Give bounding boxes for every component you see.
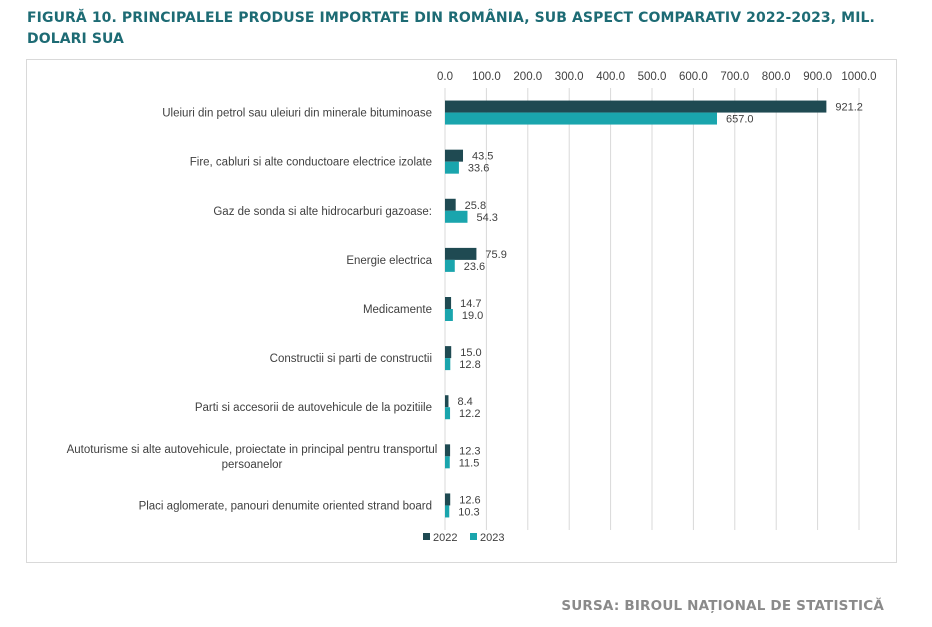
category-label: Constructii si parti de constructii (270, 353, 432, 365)
data-label-2022: 12.3 (459, 445, 480, 457)
category-label: Placi aglomerate, panouri denumite orien… (139, 500, 432, 512)
x-tick-label: 900.0 (803, 71, 832, 83)
x-tick-label: 700.0 (720, 71, 749, 83)
bar-2023 (445, 407, 451, 420)
bar-2022 (445, 395, 449, 408)
data-label-2023: 12.2 (459, 408, 480, 420)
category-label: persoanelor (222, 459, 283, 471)
x-tick-label: 300.0 (555, 71, 584, 83)
bar-2023 (445, 112, 717, 125)
x-tick-label: 1000.0 (841, 71, 876, 83)
data-label-2022: 921.2 (835, 102, 863, 114)
data-label-2022: 8.4 (457, 396, 472, 408)
x-tick-label: 200.0 (513, 71, 542, 83)
x-tick-label: 100.0 (472, 71, 501, 83)
bar-2022 (445, 149, 464, 162)
data-label-2022: 43.5 (472, 151, 493, 163)
data-label-2023: 657.0 (726, 114, 754, 126)
data-label-2023: 54.3 (476, 212, 497, 224)
chart-container: 0.0 100.0 200.0 300.0 400.0 500.0 600.0 700.0 80… (26, 59, 897, 563)
data-label-2023: 23.6 (464, 261, 485, 273)
legend-swatch-2023 (470, 533, 477, 540)
figure-title: FIGURĂ 10. PRINCIPALELE PRODUSE IMPORTAT… (27, 10, 875, 47)
data-label-2023: 19.0 (462, 310, 483, 322)
x-tick-label: 400.0 (596, 71, 625, 83)
data-label-2023: 33.6 (468, 163, 489, 175)
legend-label-2023: 2023 (480, 532, 504, 544)
category-label: Parti si accesorii de autovehicule de la… (195, 402, 432, 414)
bar-2022 (445, 198, 456, 211)
bar-2022 (445, 444, 451, 457)
bar-2022 (445, 100, 827, 113)
data-label-2022: 14.7 (460, 298, 481, 310)
x-tick-label: 500.0 (638, 71, 667, 83)
data-label-2023: 10.3 (458, 506, 479, 518)
bar-chart: 0.0 100.0 200.0 300.0 400.0 500.0 600.0 700.0 80… (67, 71, 877, 544)
data-label-2022: 25.8 (465, 200, 486, 212)
bar-2023 (445, 259, 455, 272)
legend-label-2022: 2022 (433, 532, 457, 544)
category-label: Medicamente (363, 304, 432, 316)
bar-2022 (445, 346, 452, 359)
category-label: Energie electrica (346, 255, 432, 267)
legend-swatch-2022 (423, 533, 430, 540)
x-tick-label: 600.0 (679, 71, 708, 83)
data-label-2022: 75.9 (485, 249, 506, 261)
bar-2022 (445, 247, 477, 260)
source-note: SURSA: BIROUL NAȚIONAL DE STATISTICĂ (561, 598, 884, 614)
bar-2023 (445, 358, 451, 371)
x-tick-label: 800.0 (762, 71, 791, 83)
bar-2023 (445, 309, 453, 321)
category-label: Autoturisme si alte autovehicule, proiec… (67, 444, 438, 456)
bar-2022 (445, 493, 451, 506)
bar-2022 (445, 297, 452, 309)
category-label: Fire, cabluri si alte conductoare electr… (190, 157, 432, 169)
data-label-2023: 12.8 (459, 359, 480, 371)
category-label: Gaz de sonda si alte hidrocarburi gazoas… (213, 206, 432, 218)
bar-2023 (445, 210, 468, 223)
data-label-2022: 15.0 (460, 347, 481, 359)
bar-2023 (445, 456, 450, 469)
category-label: Uleiuri din petrol sau uleiuri din miner… (162, 108, 432, 120)
bar-2023 (445, 505, 450, 518)
bar-2023 (445, 161, 459, 174)
x-tick-label: 0.0 (437, 71, 453, 83)
data-label-2023: 11.5 (459, 457, 480, 469)
data-label-2022: 12.6 (459, 494, 480, 506)
